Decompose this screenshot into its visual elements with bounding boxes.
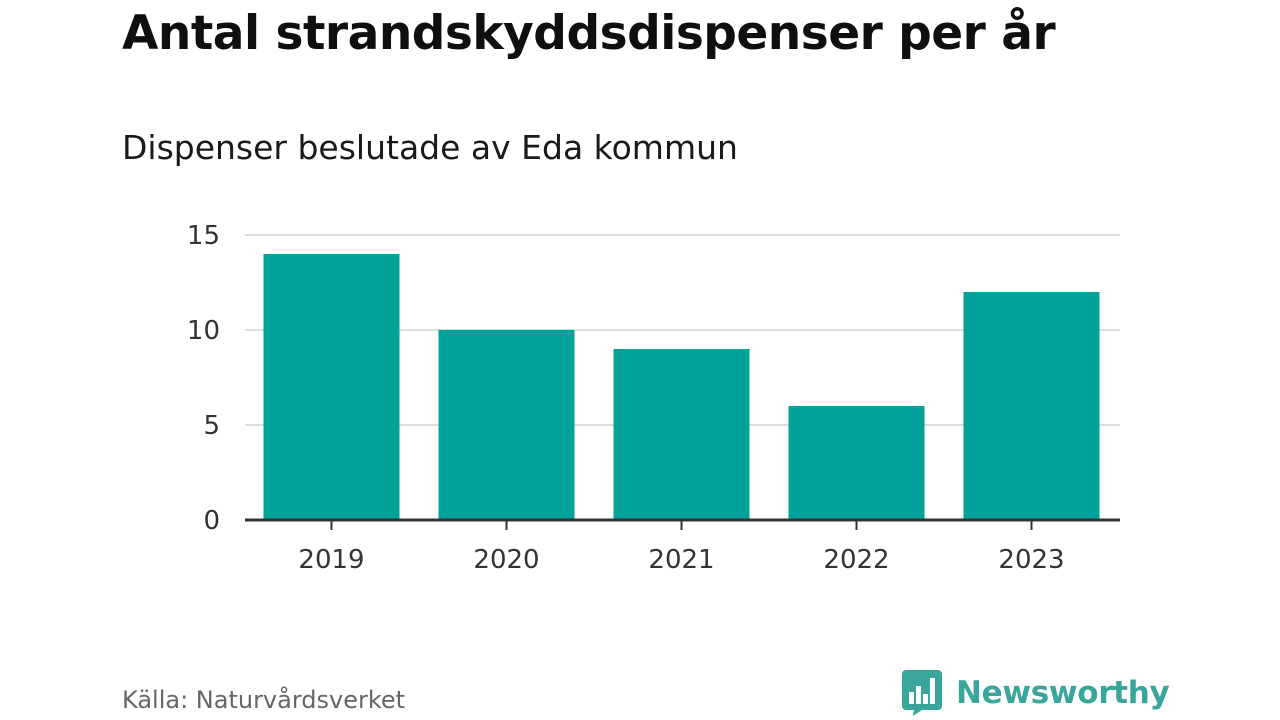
- x-tick-label: 2022: [823, 545, 889, 575]
- x-tick-label: 2021: [648, 545, 714, 575]
- bar-2021: [613, 349, 750, 520]
- y-tick-label: 10: [187, 316, 220, 346]
- x-tick-label: 2019: [298, 545, 364, 575]
- y-tick-label: 0: [203, 506, 220, 536]
- brand-logo: Newsworthy: [902, 670, 1170, 716]
- bar-2023: [963, 292, 1100, 520]
- chart-subtitle: Dispenser beslutade av Eda kommun: [122, 128, 738, 167]
- bar-2022: [788, 406, 925, 520]
- y-tick-label: 15: [187, 221, 220, 251]
- bar-2020: [438, 330, 575, 520]
- y-tick-label: 5: [203, 411, 220, 441]
- bar-2019: [263, 254, 400, 520]
- source-note: Källa: Naturvårdsverket: [122, 686, 406, 714]
- x-tick-label: 2020: [473, 545, 539, 575]
- chart-title: Antal strandskyddsdispenser per år: [122, 6, 1056, 61]
- newsworthy-icon: [902, 670, 942, 716]
- x-tick-label: 2023: [998, 545, 1064, 575]
- brand-name: Newsworthy: [956, 675, 1170, 711]
